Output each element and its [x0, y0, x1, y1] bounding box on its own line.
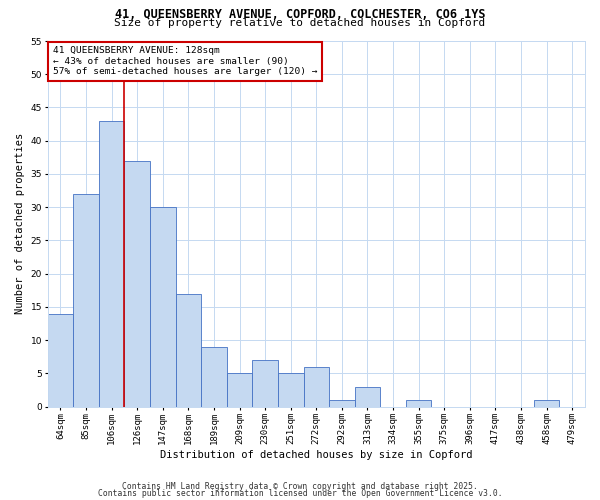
Text: Contains HM Land Registry data © Crown copyright and database right 2025.: Contains HM Land Registry data © Crown c… [122, 482, 478, 491]
Bar [176, 294, 201, 406]
Bar [253, 360, 278, 406]
Bar [304, 367, 329, 406]
Bar [329, 400, 355, 406]
Text: Size of property relative to detached houses in Copford: Size of property relative to detached ho… [115, 18, 485, 28]
Bar [355, 386, 380, 406]
Bar [227, 374, 253, 406]
Bar [47, 314, 73, 406]
Y-axis label: Number of detached properties: Number of detached properties [15, 133, 25, 314]
Bar [406, 400, 431, 406]
Text: 41, QUEENSBERRY AVENUE, COPFORD, COLCHESTER, CO6 1YS: 41, QUEENSBERRY AVENUE, COPFORD, COLCHES… [115, 8, 485, 20]
Bar [124, 160, 150, 406]
Bar [201, 347, 227, 406]
Text: Contains public sector information licensed under the Open Government Licence v3: Contains public sector information licen… [98, 488, 502, 498]
Bar [534, 400, 559, 406]
Bar [73, 194, 99, 406]
Text: 41 QUEENSBERRY AVENUE: 128sqm
← 43% of detached houses are smaller (90)
57% of s: 41 QUEENSBERRY AVENUE: 128sqm ← 43% of d… [53, 46, 317, 76]
Bar [99, 121, 124, 406]
Bar [150, 207, 176, 406]
Bar [278, 374, 304, 406]
X-axis label: Distribution of detached houses by size in Copford: Distribution of detached houses by size … [160, 450, 473, 460]
